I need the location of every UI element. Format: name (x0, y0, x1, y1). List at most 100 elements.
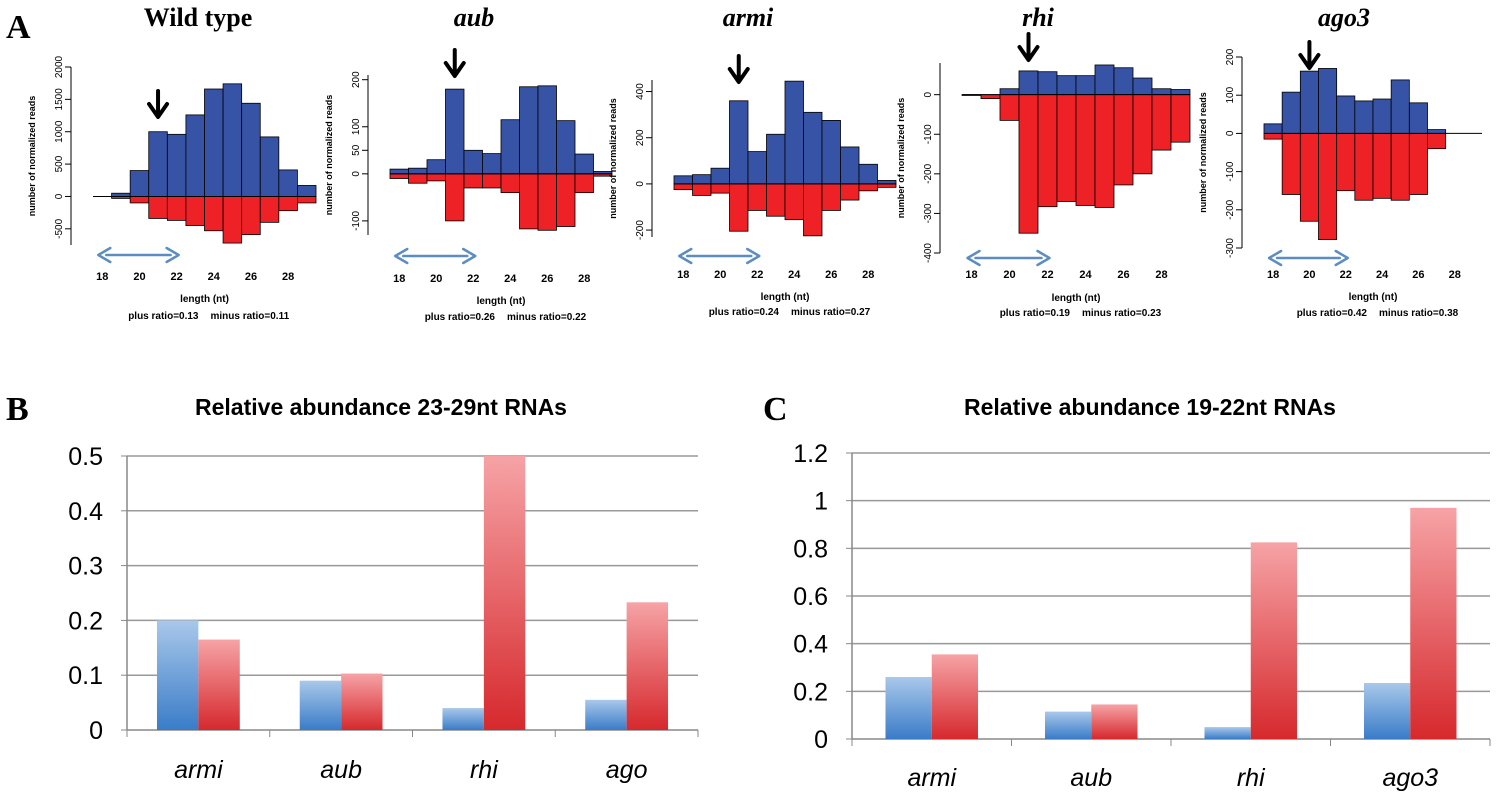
down-arrow-icon (443, 48, 466, 78)
x-tick-label: 28 (1155, 269, 1167, 281)
small-chart-3: armi -200 0 200 400 number of normalized read… (608, 3, 897, 318)
minus-bar (803, 183, 823, 237)
category-label: aub (1070, 764, 1112, 792)
minus-bar (1354, 132, 1374, 201)
plus-bar (185, 114, 205, 197)
x-axis-label: length (nt) (1052, 293, 1101, 304)
red-bar (341, 673, 383, 730)
plus-bar (784, 80, 804, 185)
down-arrow-icon (1298, 40, 1321, 70)
minus-ratio-text: minus ratio=0.22 (507, 312, 587, 323)
minus-bar (1263, 132, 1283, 140)
red-bar (1091, 704, 1138, 739)
y-tick-label: 0 (635, 181, 646, 187)
y-tick-label: 0.2 (68, 607, 103, 635)
blue-bar (156, 620, 199, 730)
y-tick-label: -300 (1225, 238, 1236, 258)
y-axis-label: number of normalized reads (1198, 92, 1208, 213)
x-tick-label: 20 (133, 271, 145, 283)
plus-bar (1390, 79, 1410, 134)
double-arrow-icon (1267, 249, 1349, 267)
y-tick-label: -200 (635, 220, 646, 240)
plus-bar (1151, 88, 1172, 96)
minus-bar (1318, 132, 1338, 240)
y-axis-label: number of normalized reads (324, 95, 334, 216)
plus-bar (840, 146, 860, 185)
y-tick-label: -100 (923, 124, 934, 144)
red-bar (931, 654, 979, 739)
plus-ratio-text: plus ratio=0.19 (1000, 308, 1071, 319)
y-tick-label: 0 (923, 91, 934, 97)
plus-bar (445, 88, 465, 175)
y-axis-label: number of normalized reads (896, 98, 906, 219)
minus-bar (766, 183, 786, 217)
x-tick-label: 26 (1412, 269, 1424, 281)
plus-bar (1018, 70, 1039, 96)
x-tick-label: 18 (96, 271, 108, 283)
minus-bar (821, 183, 841, 211)
minus-bar (408, 173, 428, 184)
plus-bar (673, 175, 693, 185)
minus-ratio-text: minus ratio=0.38 (1379, 308, 1459, 319)
x-tick-label: 18 (677, 269, 689, 281)
chart-title: aub (454, 3, 494, 32)
plus-bar (148, 131, 168, 197)
x-tick-label: 24 (788, 269, 801, 281)
plus-bar (1263, 123, 1283, 134)
minus-bar (1151, 94, 1172, 151)
x-tick-label: 20 (1003, 269, 1015, 281)
minus-bar (710, 183, 730, 194)
minus-bar (148, 196, 168, 219)
y-tick-label: 400 (635, 83, 646, 100)
plus-bar (729, 100, 749, 185)
x-tick-label: 24 (504, 273, 517, 285)
blue-bar (585, 699, 627, 730)
x-tick-label: 22 (1340, 269, 1352, 281)
minus-bar (129, 196, 150, 204)
y-tick-label: -500 (54, 218, 65, 238)
plus-bar (1318, 68, 1338, 134)
x-tick-label: 24 (208, 271, 221, 283)
minus-bar (204, 196, 224, 232)
y-tick-label: -200 (923, 163, 934, 183)
plus-bar (1056, 75, 1077, 96)
plus-bar (1132, 77, 1153, 96)
plus-bar (999, 88, 1020, 96)
x-tick-label: 18 (393, 273, 405, 285)
y-tick-label: 500 (54, 155, 65, 172)
y-tick-label: 200 (635, 129, 646, 146)
category-label: aub (320, 756, 362, 784)
x-axis-label: length (nt) (1349, 292, 1398, 303)
y-tick-label: 0.3 (68, 553, 103, 581)
plus-bar (408, 167, 428, 175)
x-tick-label: 24 (1376, 269, 1389, 281)
y-tick-label: 50 (351, 144, 362, 156)
minus-bar (556, 173, 576, 227)
x-tick-label: 20 (1303, 269, 1315, 281)
minus-bar (1299, 132, 1319, 222)
down-arrow-icon (1017, 32, 1040, 62)
minus-bar (574, 173, 594, 194)
category-label: rhi (470, 756, 499, 784)
panel-label-a: A (6, 9, 31, 46)
x-axis-label: length (nt) (477, 296, 526, 307)
plus-bar (1336, 95, 1356, 134)
plus-bar (1170, 89, 1191, 96)
red-bar (626, 602, 669, 730)
small-chart-1: Wild type -500 0 500 1000 1500 2000 number of n… (27, 3, 317, 322)
red-bar (1410, 507, 1457, 739)
blue-bar (299, 680, 342, 730)
red-bar (198, 639, 240, 730)
plus-bar (463, 149, 483, 175)
minus-bar (747, 183, 767, 211)
y-tick-label: -400 (923, 243, 934, 263)
minus-bar (1075, 94, 1096, 206)
minus-bar (426, 173, 446, 182)
y-tick-label: 200 (351, 71, 362, 88)
x-tick-label: 20 (714, 269, 726, 281)
y-tick-label: -300 (923, 203, 934, 223)
chart-title: Relative abundance 19-22nt RNAs (964, 394, 1336, 420)
plus-bar (574, 153, 594, 175)
down-arrow-icon (727, 54, 750, 84)
